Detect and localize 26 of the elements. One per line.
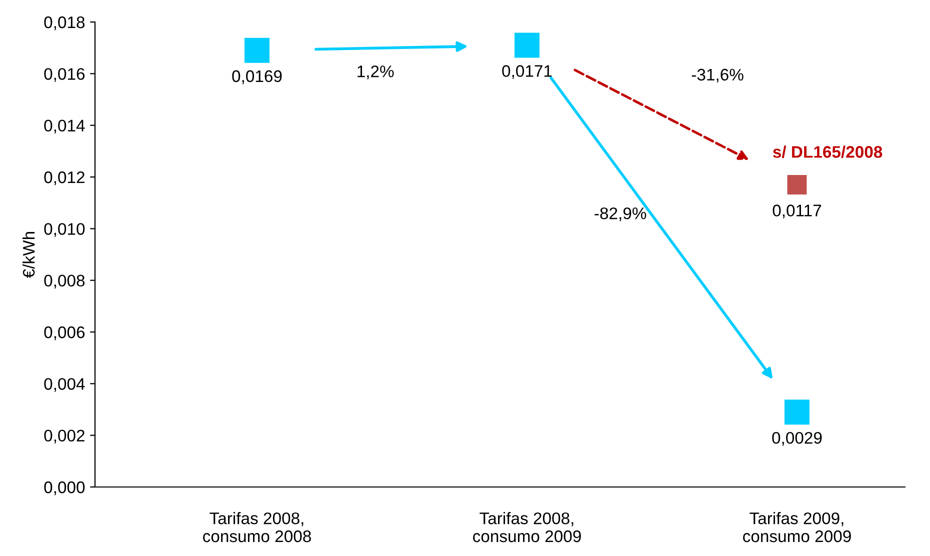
annotation: -31,6% [692,68,744,83]
data-label: 0,0117 [772,204,822,218]
y-tick-label: 0,002 [44,430,84,444]
y-tick-label: 0,010 [44,223,85,237]
point [244,38,270,63]
point [784,400,810,425]
y-tick-label: 0,016 [44,68,85,82]
annotation: 1,2% [358,66,394,80]
point [514,32,540,58]
x-tick-label: Tarifas 2008, consumo 2008 [203,512,311,542]
data-label: 0,0029 [772,432,822,446]
data-label: 0,0171 [502,65,552,79]
y-tick-label: 0,018 [44,16,85,30]
series-label: s/ DL165/2008 [773,146,882,158]
y-tick-label: 0,014 [44,120,85,134]
data-label: 0,0169 [232,70,282,84]
x-tick-label: Tarifas 2008, consumo 2009 [473,512,581,542]
y-axis-title: €/kWh [22,232,35,278]
y-tick-label: 0,012 [44,171,84,186]
x-tick-label: Tarifas 2009, consumo 2009 [743,512,851,542]
annotation: -82,9% [594,207,646,222]
y-tick-label: 0,000 [44,481,85,496]
point [787,175,807,194]
y-tick-label: 0,006 [44,326,85,340]
y-tick-label: 0,008 [44,274,85,289]
y-tick-label: 0,004 [44,378,85,392]
